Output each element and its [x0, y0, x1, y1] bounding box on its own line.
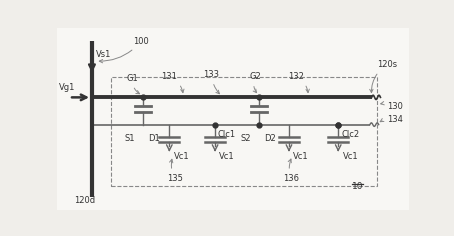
Text: 132: 132: [288, 72, 309, 93]
Text: Vc1: Vc1: [173, 152, 189, 161]
Text: D1: D1: [148, 134, 159, 143]
Text: D2: D2: [264, 134, 276, 143]
Text: 136: 136: [283, 159, 299, 183]
Text: 120d: 120d: [74, 196, 95, 205]
Text: Vc1: Vc1: [293, 152, 309, 161]
Text: S1: S1: [124, 134, 135, 143]
Text: 134: 134: [380, 115, 403, 124]
Text: 100: 100: [99, 37, 149, 63]
Text: Clc1: Clc1: [218, 130, 236, 139]
Text: 133: 133: [203, 70, 220, 94]
Text: 135: 135: [167, 159, 183, 183]
Text: Vg1: Vg1: [59, 83, 75, 92]
Text: Vs1: Vs1: [96, 50, 112, 59]
Text: 130: 130: [381, 101, 403, 111]
Text: 10: 10: [352, 182, 363, 191]
Text: G1: G1: [127, 74, 139, 94]
Text: Vc1: Vc1: [219, 152, 235, 161]
Text: G2: G2: [250, 72, 262, 93]
Bar: [111, 77, 377, 186]
Text: S2: S2: [241, 134, 251, 143]
Text: 131: 131: [162, 72, 184, 93]
Text: 120s: 120s: [370, 60, 397, 93]
Text: Vc1: Vc1: [342, 152, 358, 161]
Text: Clc2: Clc2: [341, 130, 359, 139]
